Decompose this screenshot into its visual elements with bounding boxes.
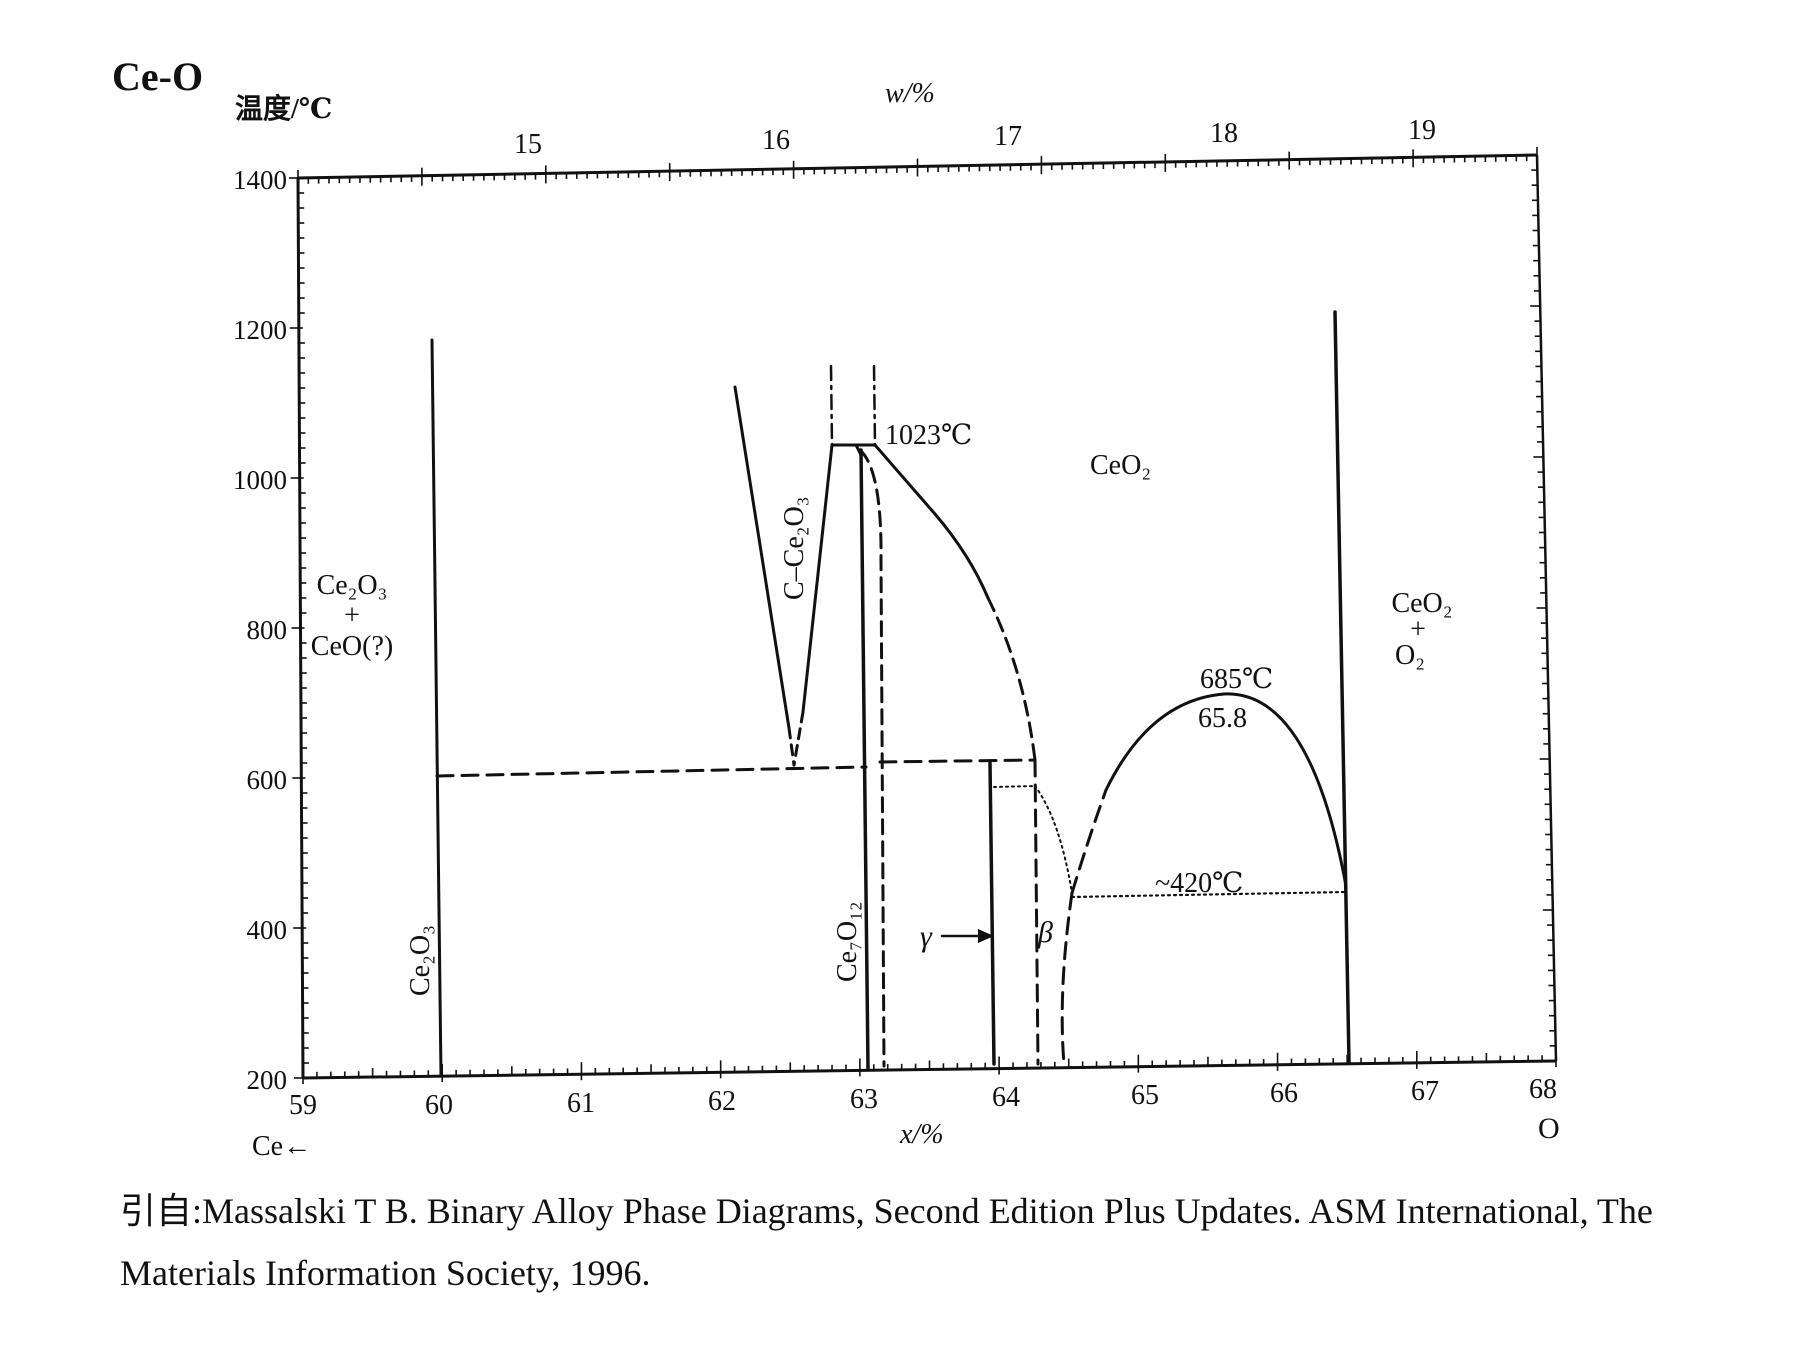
y-tick-label: 1200 [233,315,287,345]
eutectoid-line-right [878,758,1037,764]
w-tick-labels: 15 16 17 18 19 [514,115,1436,160]
ceo2-line [1333,310,1351,1064]
y-tick-label: 200 [247,1065,288,1095]
region-labels: Ce₂O₃ + CeO(?) C–Ce₂O₃ 1023℃ CeO₂ CeO₂ +… [311,420,1453,996]
label-ceo2-o2-1: CeO₂ [1391,588,1452,619]
beta-dotted-curve [1034,785,1073,894]
y-tick-label: 600 [247,765,288,795]
x-tick-label: 61 [567,1088,595,1119]
x-tick-label: 68 [1529,1074,1557,1105]
gamma-dotted-top [993,785,1036,788]
label-ceo2: CeO₂ [1090,450,1151,481]
x-axis-title: x/% [899,1119,944,1150]
x-tick-labels: 59 60 61 62 63 64 65 66 67 68 [289,1074,1557,1121]
ceo2-left-boundary-dashed [986,596,1037,762]
ceo2-dome-left-dashed [1070,788,1108,895]
ce2o3-line [430,338,443,1077]
y-tick-label: 400 [247,915,288,945]
isotherm-420 [1070,890,1348,899]
label-65-8: 65.8 [1198,703,1247,734]
y-tick-labels: 1400 1200 1000 800 600 400 200 [233,165,287,1095]
c-ce2o3-right-boundary-dashed [792,710,805,767]
bottom-ticks [302,1049,1557,1084]
label-beta: β [1037,916,1053,949]
x-tick-label: 64 [992,1082,1020,1113]
label-685: 685℃ [1200,664,1273,695]
label-ceo2-o2-2: + [1410,614,1426,645]
eutectoid-line-left [435,765,868,778]
x-tick-label: 62 [708,1086,736,1117]
y-tick-label: 800 [247,615,288,645]
x-axis-right-element: O [1538,1112,1560,1145]
x-tick-label: 63 [850,1084,878,1115]
gamma-line [988,761,996,1066]
right-ticks [1527,154,1556,1062]
ceo2-dome [1104,692,1348,888]
caption-line-1: 引自:Massalski T B. Binary Alloy Phase Dia… [120,1191,1653,1231]
ce7o12-line [859,448,870,1070]
c-ce2o3-right-boundary [801,443,834,714]
c-ce2o3-upper-left [829,364,834,447]
label-gamma: γ [920,920,933,953]
w-tick-label: 19 [1408,115,1436,146]
label-ce2o3-ceo-3: CeO(?) [311,631,393,662]
top-ticks [297,147,1538,188]
phase-boundaries [430,310,1351,1077]
label-ceo2-o2-3: O₂ [1395,640,1425,671]
x-tick-label: 67 [1411,1076,1439,1107]
w-tick-label: 15 [514,129,542,160]
label-ce2o3-ceo-1: Ce₂O₃ [317,570,388,601]
w-tick-label: 16 [762,125,790,156]
label-420: ~420℃ [1155,868,1243,899]
figure-caption: 引自:Massalski T B. Binary Alloy Phase Dia… [120,1180,1780,1304]
x-tick-label: 65 [1131,1080,1159,1111]
beta-right-boundary-dashed [1060,891,1074,1066]
label-1023: 1023℃ [885,420,972,451]
ce7o12-right-boundary-dashed [858,448,886,1068]
x-tick-label: 66 [1270,1078,1298,1109]
label-c-ce2o3: C–Ce₂O₃ [779,496,810,600]
w-tick-label: 17 [994,121,1022,152]
gamma-arrow-head [978,929,994,943]
left-ticks [289,177,309,1079]
diagram-title: Ce-O [112,54,203,99]
label-ce7o12: Ce₇O₁₂ [832,901,863,982]
y-axis-title: 温度/℃ [235,93,332,125]
c-ce2o3-left-boundary-dashed [787,726,796,767]
y-tick-label: 1000 [233,465,287,495]
w-tick-label: 18 [1210,118,1238,149]
x-tick-label: 59 [289,1090,317,1121]
beta-left-boundary [1033,758,1040,1066]
x-axis-left-element: Ce← [252,1131,311,1162]
c-ce2o3-left-boundary [733,385,791,730]
top-axis-title: w/% [885,78,935,109]
ceo2-left-boundary [873,443,990,600]
label-ce2o3-ceo-2: + [344,600,360,631]
c-ce2o3-upper-right [872,364,877,447]
caption-line-2: Materials Information Society, 1996. [120,1253,651,1293]
y-tick-label: 1400 [233,165,287,195]
label-ce2o3: Ce₂O₃ [405,925,436,996]
x-tick-label: 60 [425,1090,453,1121]
